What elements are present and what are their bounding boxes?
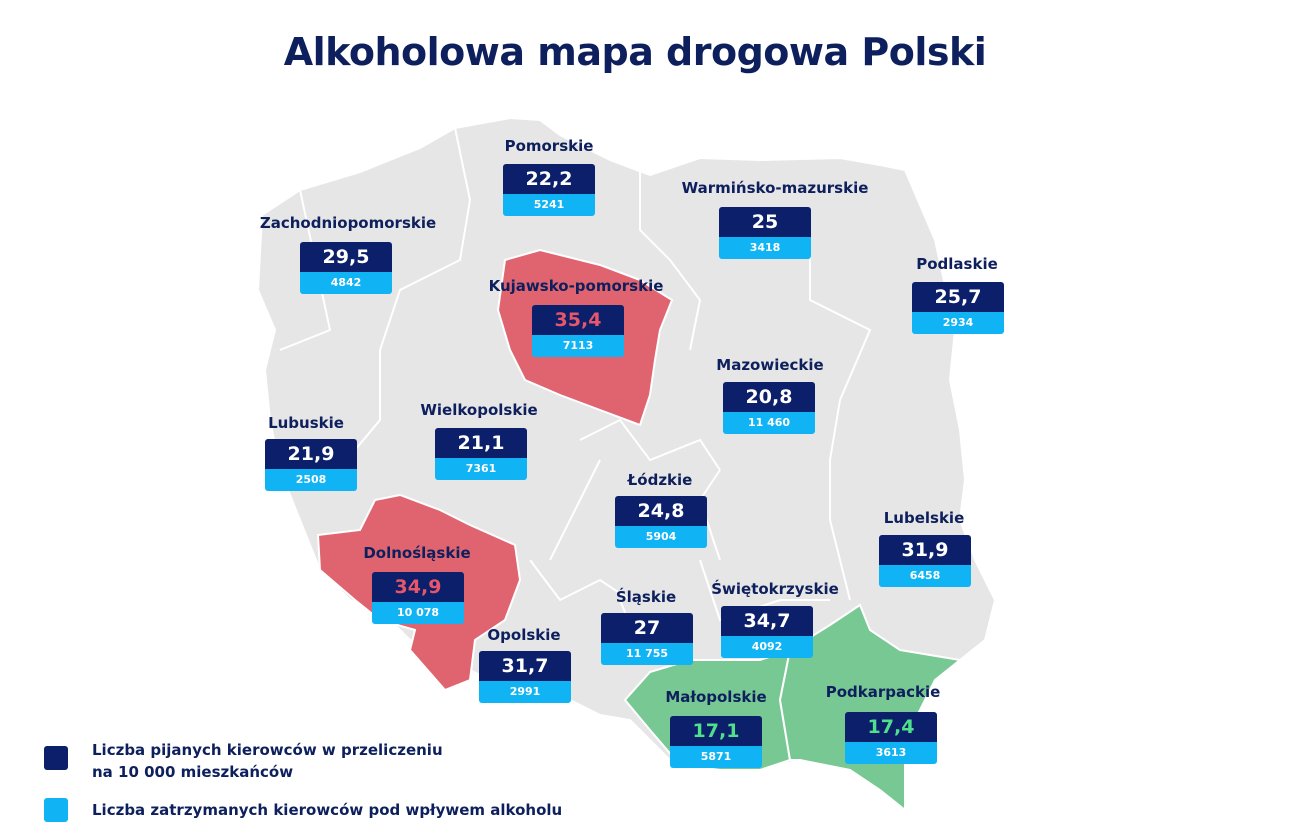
region-data-box: 27 11 755 — [601, 613, 693, 665]
region-data-box: 24,8 5904 — [615, 496, 707, 548]
region-name: Świętokrzyskie — [711, 580, 839, 598]
legend-label-line2: na 10 000 mieszkańców — [92, 763, 294, 781]
region-name: Mazowieckie — [716, 356, 824, 374]
legend-swatch-light — [44, 798, 68, 822]
region-data-box: 31,7 2991 — [479, 651, 571, 703]
rate-value: 21,1 — [435, 428, 527, 458]
rate-value: 35,4 — [532, 305, 624, 335]
count-value: 10 078 — [372, 602, 464, 624]
region-name: Małopolskie — [665, 688, 767, 706]
count-value: 5904 — [615, 526, 707, 548]
region-name: Podlaskie — [916, 255, 998, 273]
region-borders — [279, 127, 872, 651]
region-name: Śląskie — [615, 588, 677, 606]
region-data-box: 21,9 2508 — [265, 439, 357, 491]
region-name: Warmińsko-mazurskie — [681, 179, 869, 197]
region-data-box: 17,1 5871 — [670, 716, 762, 768]
region-name: Podkarpackie — [825, 683, 941, 701]
rate-value: 31,9 — [879, 535, 971, 565]
rate-value: 25 — [719, 207, 811, 237]
count-value: 5871 — [670, 746, 762, 768]
region-name: Pomorskie — [504, 137, 594, 155]
region-data-box: 21,1 7361 — [435, 428, 527, 480]
count-value: 3418 — [719, 237, 811, 259]
count-value: 11 460 — [723, 412, 815, 434]
region-name: Zachodniopomorskie — [259, 214, 437, 232]
legend-label: Liczba pijanych kierowców w przeliczeniu — [92, 741, 443, 759]
region-name: Łódzkie — [627, 471, 693, 489]
rate-value: 17,1 — [670, 716, 762, 746]
region-data-box: 17,4 3613 — [845, 712, 937, 764]
count-value: 3613 — [845, 742, 937, 764]
rate-value: 20,8 — [723, 382, 815, 412]
region-data-box: 25 3418 — [719, 207, 811, 259]
count-value: 2991 — [479, 681, 571, 703]
region-name: Dolnośląskie — [363, 544, 471, 562]
region-data-box: 34,9 10 078 — [372, 572, 464, 624]
region-name: Wielkopolskie — [420, 401, 538, 419]
region-data-box: 34,7 4092 — [721, 606, 813, 658]
region-data-box: 35,4 7113 — [532, 305, 624, 357]
region-name: Opolskie — [487, 626, 561, 644]
count-value: 7113 — [532, 335, 624, 357]
rate-value: 29,5 — [300, 242, 392, 272]
legend-label: Liczba zatrzymanych kierowców pod wpływe… — [92, 801, 563, 819]
count-value: 11 755 — [601, 643, 693, 665]
region-name: Lubelskie — [883, 509, 965, 527]
page-title: Alkoholowa mapa drogowa Polski — [283, 30, 987, 74]
rate-value: 17,4 — [845, 712, 937, 742]
count-value: 6458 — [879, 565, 971, 587]
region-data-box: 31,9 6458 — [879, 535, 971, 587]
count-value: 2508 — [265, 469, 357, 491]
rate-value: 27 — [601, 613, 693, 643]
rate-value: 21,9 — [265, 439, 357, 469]
region-data-box: 29,5 4842 — [300, 242, 392, 294]
legend-swatch-dark — [44, 746, 68, 770]
count-value: 2934 — [912, 312, 1004, 334]
count-value: 4092 — [721, 636, 813, 658]
region-data-box: 22,2 5241 — [503, 164, 595, 216]
rate-value: 31,7 — [479, 651, 571, 681]
rate-value: 34,9 — [372, 572, 464, 602]
rate-value: 34,7 — [721, 606, 813, 636]
count-value: 4842 — [300, 272, 392, 294]
region-name: Lubuskie — [268, 414, 344, 432]
rate-value: 24,8 — [615, 496, 707, 526]
count-value: 7361 — [435, 458, 527, 480]
rate-value: 22,2 — [503, 164, 595, 194]
region-data-box: 20,8 11 460 — [723, 382, 815, 434]
region-name: Kujawsko-pomorskie — [488, 277, 664, 295]
count-value: 5241 — [503, 194, 595, 216]
rate-value: 25,7 — [912, 282, 1004, 312]
region-data-box: 25,7 2934 — [912, 282, 1004, 334]
